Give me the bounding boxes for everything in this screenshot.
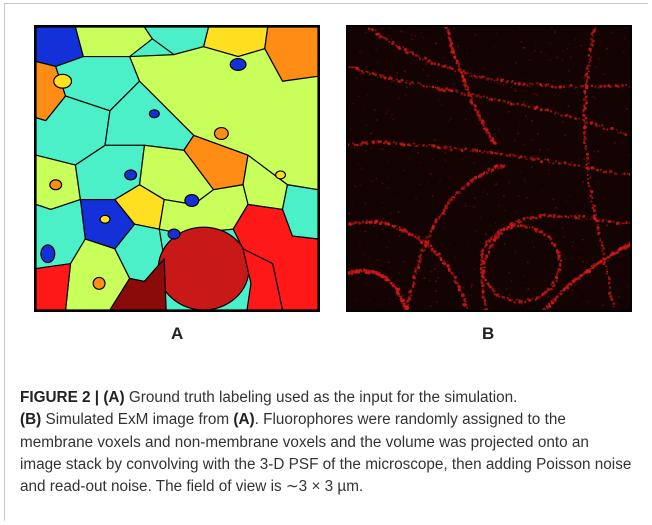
panel-a-label: A [171, 324, 184, 343]
fluorescence-image [348, 27, 630, 310]
caption-figure-id: FIGURE 2 | [20, 389, 100, 406]
caption-text-1: Ground truth labeling used as the input … [124, 389, 518, 406]
caption-text-3: . Fluorophores were randomly assigned to… [20, 411, 632, 496]
ground-truth-label-image [34, 25, 320, 312]
caption-text-2: Simulated ExM image from [41, 411, 234, 429]
caption-ref-b: (B) [20, 411, 42, 429]
figure-caption: FIGURE 2 | (A) Ground truth labeling use… [20, 387, 632, 498]
simulated-exm-image [346, 25, 632, 312]
caption-ref-a2: (A) [233, 411, 255, 429]
figure-frame [4, 3, 648, 521]
caption-ref-a: (A) [103, 389, 125, 406]
segmentation-map [36, 27, 318, 310]
panel-b-label: B [482, 324, 495, 343]
